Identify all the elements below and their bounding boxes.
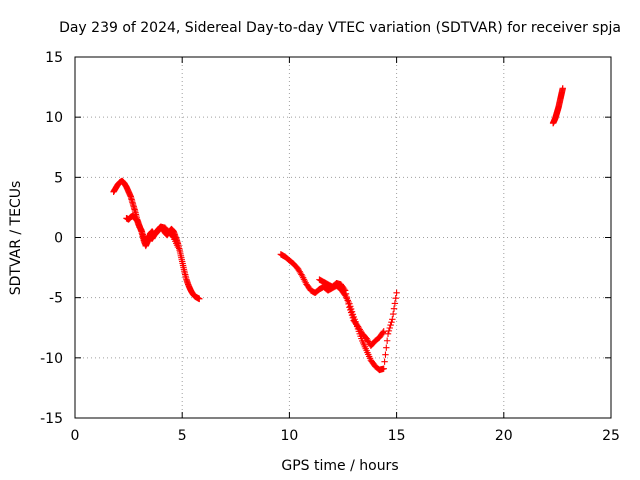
data-point [380,328,387,335]
x-tick-label: 0 [71,428,80,444]
data-point [383,337,391,344]
data-point [391,300,399,307]
x-tick-label: 25 [602,428,620,444]
y-tick-label: 10 [45,110,63,126]
data-point [342,290,350,298]
grid-lines [75,57,611,418]
data-point [382,351,389,358]
x-tick-label: 5 [178,428,187,444]
x-tick-label: 15 [388,428,406,444]
data-points [110,85,566,374]
data-point [196,295,203,303]
y-tick-labels: -15 -10 -5 0 5 10 15 [40,50,63,427]
y-tick-label: -5 [49,291,63,307]
y-tick-label: 5 [54,170,63,186]
y-tick-label: -10 [40,351,63,367]
data-point [389,310,397,318]
data-point [559,85,566,92]
data-point [341,286,348,293]
data-point [388,319,395,326]
plot-frame [74,56,612,419]
data-point [381,358,388,365]
data-point [345,300,352,308]
data-point [379,329,387,336]
y-axis-label: SDTVAR / TECUs [8,181,24,296]
data-point [380,365,387,372]
data-point [344,297,351,304]
x-axis-label: GPS time / hours [281,458,398,474]
data-point [341,287,349,294]
data-point [390,305,398,312]
chart-title: Day 239 of 2024, Sidereal Day-to-day VTE… [59,20,621,36]
data-point [174,243,182,251]
data-point [392,294,399,302]
data-point [386,324,393,332]
y-tick-label: 0 [54,231,63,247]
data-point [343,293,351,301]
data-point [387,321,394,329]
data-point [383,344,390,351]
x-tick-label: 10 [280,428,298,444]
data-point [393,289,400,297]
data-point [384,330,392,337]
x-tick-labels: 0 5 10 15 20 25 [71,428,620,444]
y-tick-label: -15 [40,411,63,427]
data-point [389,316,396,323]
y-tick-label: 15 [45,50,63,66]
x-tick-label: 20 [495,428,513,444]
